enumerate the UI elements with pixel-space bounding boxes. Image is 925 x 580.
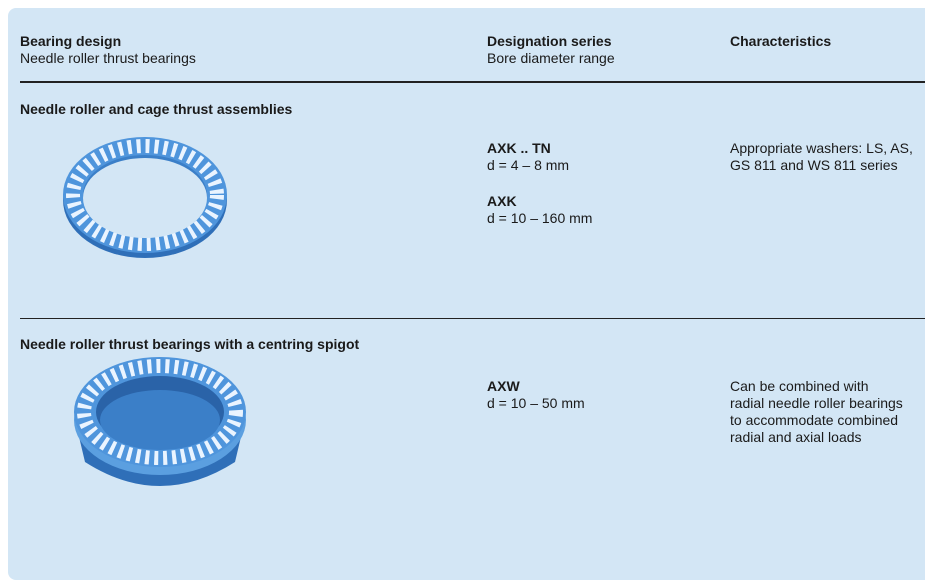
range: d = 10 – 160 mm (487, 210, 593, 226)
series: AXK .. TN (487, 140, 551, 156)
series: AXW (487, 378, 520, 394)
spigot-bearing (74, 357, 246, 486)
col1-subtitle: Needle roller thrust bearings (20, 50, 196, 66)
section-title: Needle roller thrust bearings with a cen… (20, 336, 360, 352)
range: d = 4 – 8 mm (487, 157, 570, 173)
series: AXK (487, 193, 517, 209)
section-title: Needle roller and cage thrust assemblies (20, 101, 293, 117)
thrust-assembly (63, 137, 227, 258)
row-rule (20, 318, 925, 319)
col1-title: Bearing design (20, 33, 122, 49)
col2-title: Designation series (487, 33, 612, 49)
header-rule (20, 81, 925, 83)
col3-title: Characteristics (730, 33, 832, 49)
range: d = 10 – 50 mm (487, 395, 585, 411)
characteristics: Appropriate washers: LS, AS, GS 811 and … (730, 140, 913, 173)
col2-subtitle: Bore diameter range (487, 50, 615, 66)
characteristics: Can be combined with radial needle rolle… (730, 378, 903, 445)
